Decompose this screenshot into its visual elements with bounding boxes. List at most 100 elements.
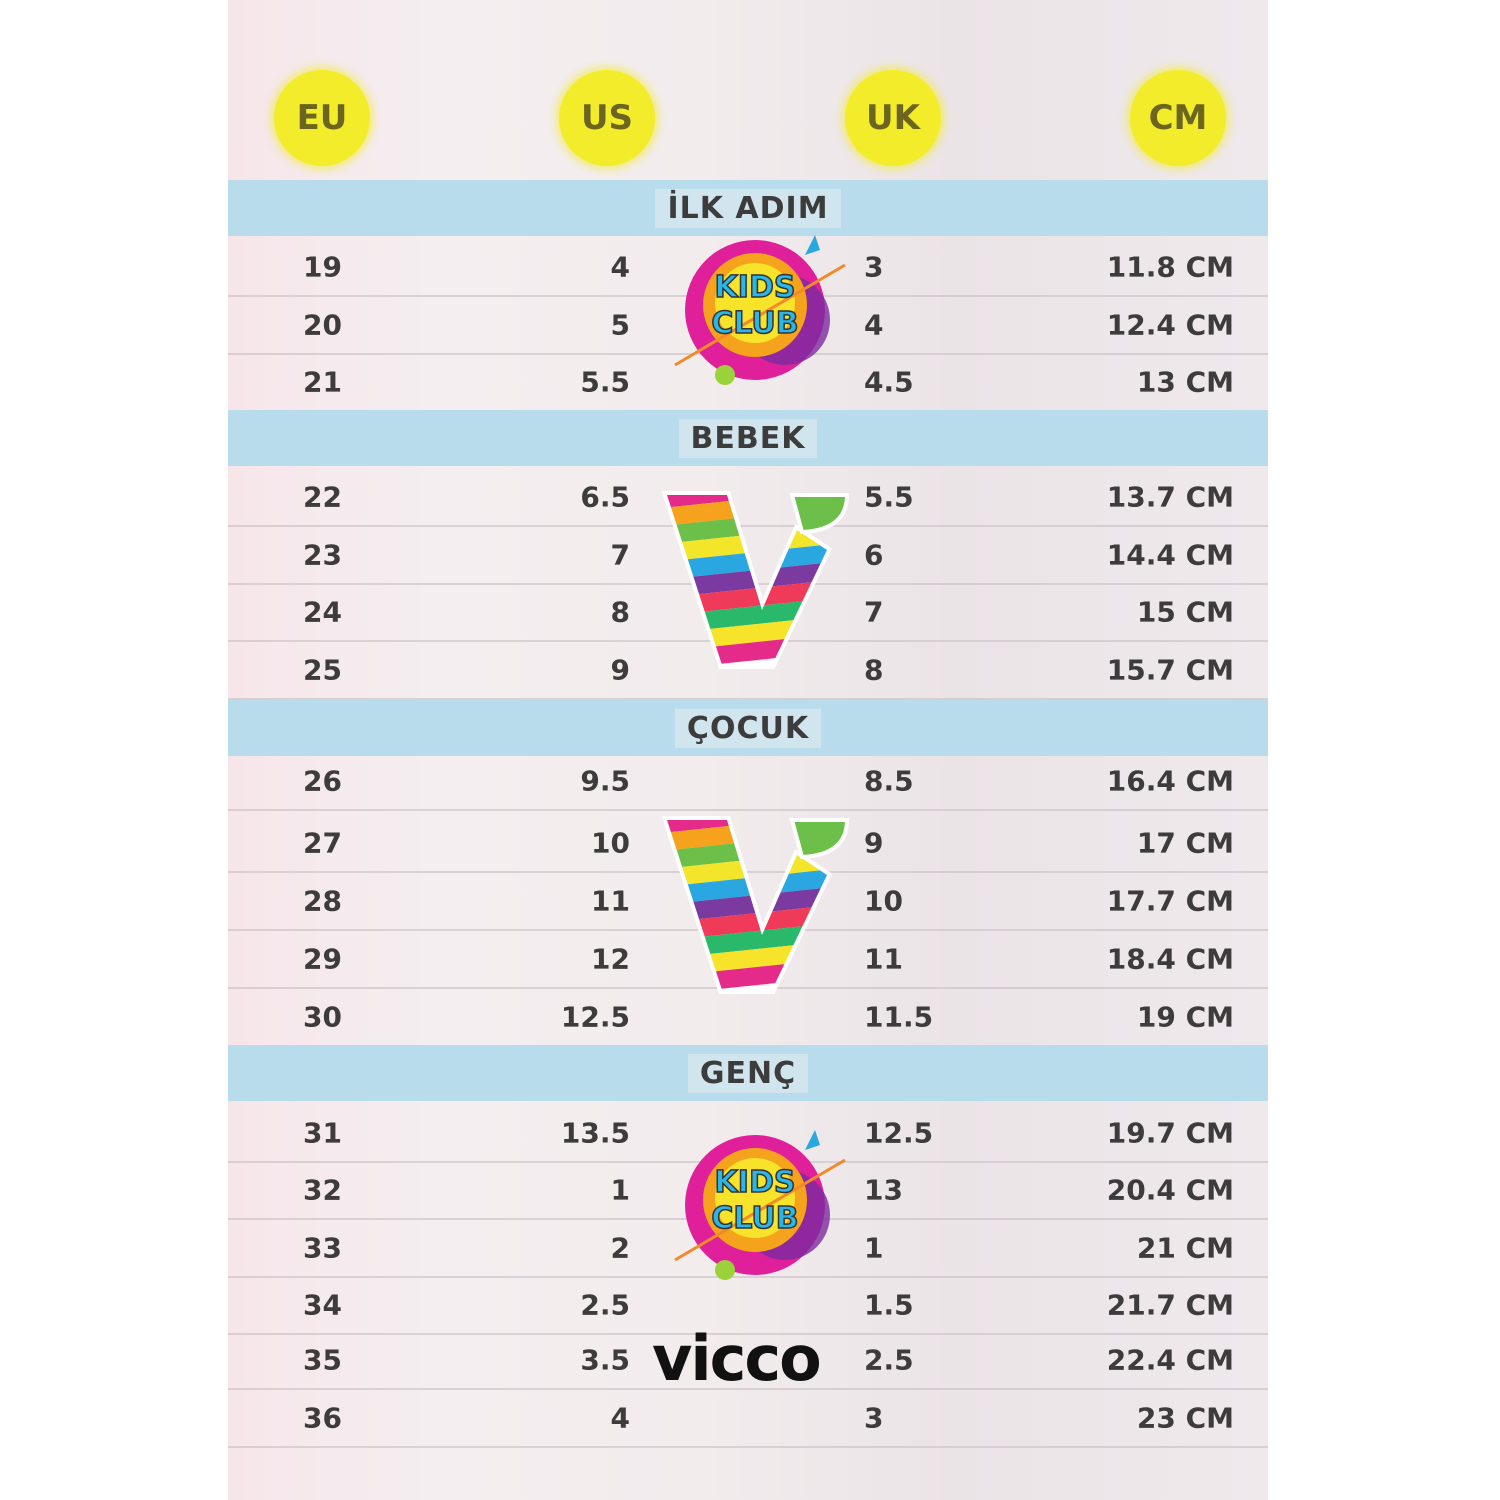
cell-cm: 15.7 CM bbox=[1106, 653, 1234, 687]
cell-us: 9.5 bbox=[580, 764, 630, 798]
cell-uk: 4.5 bbox=[864, 365, 914, 399]
cell-eu: 24 bbox=[303, 595, 342, 629]
cell-eu: 34 bbox=[303, 1288, 342, 1322]
cell-eu: 23 bbox=[303, 538, 342, 572]
cell-uk: 11.5 bbox=[864, 1000, 934, 1034]
cell-cm: 11.8 CM bbox=[1106, 250, 1234, 284]
cell-uk: 6 bbox=[864, 538, 884, 572]
v-rainbow-logo bbox=[661, 815, 852, 999]
cell-us: 4 bbox=[610, 250, 630, 284]
section-title: ÇOCUK bbox=[674, 708, 822, 748]
section-title: GENÇ bbox=[687, 1053, 809, 1093]
kids-club-logo: KIDS CLUB bbox=[655, 1120, 855, 1294]
header-us: US bbox=[559, 70, 655, 166]
cell-uk: 2.5 bbox=[864, 1343, 914, 1377]
cell-uk: 4 bbox=[864, 308, 884, 342]
cell-us: 2 bbox=[610, 1231, 630, 1265]
table-row: 35 3.5 2.5 22.4 CM bbox=[228, 1332, 1268, 1390]
cell-cm: 16.4 CM bbox=[1106, 764, 1234, 798]
cell-us: 12 bbox=[591, 942, 630, 976]
kids-club-logo: KIDS CLUB bbox=[655, 225, 855, 399]
cell-us: 5.5 bbox=[580, 365, 630, 399]
cell-us: 1 bbox=[610, 1173, 630, 1207]
cell-uk: 11 bbox=[864, 942, 903, 976]
section-band: GENÇ bbox=[228, 1045, 1268, 1101]
cell-cm: 17.7 CM bbox=[1106, 884, 1234, 918]
cell-cm: 21.7 CM bbox=[1106, 1288, 1234, 1322]
cell-uk: 3 bbox=[864, 250, 884, 284]
table-row: 36 4 3 23 CM bbox=[228, 1390, 1268, 1448]
svg-text:CLUB: CLUB bbox=[711, 306, 798, 341]
cell-eu: 19 bbox=[303, 250, 342, 284]
cell-eu: 29 bbox=[303, 942, 342, 976]
table-row: 33 2 1 21 CM bbox=[228, 1220, 1268, 1278]
cell-cm: 19 CM bbox=[1136, 1000, 1234, 1034]
header-uk: UK bbox=[845, 70, 941, 166]
v-rainbow-logo bbox=[661, 490, 852, 674]
cell-us: 9 bbox=[610, 653, 630, 687]
cell-eu: 35 bbox=[303, 1343, 342, 1377]
cell-us: 5 bbox=[610, 308, 630, 342]
cell-eu: 21 bbox=[303, 365, 342, 399]
cell-cm: 14.4 CM bbox=[1106, 538, 1234, 572]
cell-eu: 22 bbox=[303, 480, 342, 514]
cell-uk: 1 bbox=[864, 1231, 884, 1265]
cell-uk: 5.5 bbox=[864, 480, 914, 514]
section-title: BEBEK bbox=[678, 418, 818, 458]
cell-uk: 3 bbox=[864, 1401, 884, 1435]
cell-cm: 13 CM bbox=[1136, 365, 1234, 399]
table-row: 22 6.5 5.5 13.7 CM bbox=[228, 469, 1268, 527]
cell-cm: 13.7 CM bbox=[1106, 480, 1234, 514]
cell-uk: 7 bbox=[864, 595, 884, 629]
svg-text:KIDS: KIDS bbox=[715, 270, 796, 305]
cell-eu: 26 bbox=[303, 764, 342, 798]
cell-uk: 1.5 bbox=[864, 1288, 914, 1322]
cell-eu: 25 bbox=[303, 653, 342, 687]
cell-us: 8 bbox=[610, 595, 630, 629]
table-row: 25 9 8 15.7 CM bbox=[228, 642, 1268, 700]
cell-cm: 15 CM bbox=[1136, 595, 1234, 629]
cell-cm: 21 CM bbox=[1136, 1231, 1234, 1265]
cell-cm: 22.4 CM bbox=[1106, 1343, 1234, 1377]
cell-uk: 9 bbox=[864, 826, 884, 860]
section-title: İLK ADIM bbox=[655, 188, 841, 228]
cell-us: 13.5 bbox=[560, 1116, 630, 1150]
cell-cm: 18.4 CM bbox=[1106, 942, 1234, 976]
cell-uk: 12.5 bbox=[864, 1116, 934, 1150]
cell-cm: 12.4 CM bbox=[1106, 308, 1234, 342]
cell-cm: 20.4 CM bbox=[1106, 1173, 1234, 1207]
cell-cm: 23 CM bbox=[1136, 1401, 1234, 1435]
section-band: İLK ADIM bbox=[228, 180, 1268, 236]
cell-uk: 13 bbox=[864, 1173, 903, 1207]
cell-us: 10 bbox=[591, 826, 630, 860]
cell-uk: 8 bbox=[864, 653, 884, 687]
section-band: BEBEK bbox=[228, 410, 1268, 466]
cell-eu: 30 bbox=[303, 1000, 342, 1034]
table-row: 27 10 9 17 CM bbox=[228, 815, 1268, 873]
svg-text:CLUB: CLUB bbox=[711, 1201, 798, 1236]
vicco-logo: vicco bbox=[652, 1322, 822, 1395]
table-row: 26 9.5 8.5 16.4 CM bbox=[228, 753, 1268, 811]
cell-uk: 8.5 bbox=[864, 764, 914, 798]
cell-cm: 19.7 CM bbox=[1106, 1116, 1234, 1150]
header-cm: CM bbox=[1130, 70, 1226, 166]
cell-us: 2.5 bbox=[580, 1288, 630, 1322]
cell-us: 11 bbox=[591, 884, 630, 918]
cell-eu: 32 bbox=[303, 1173, 342, 1207]
cell-eu: 33 bbox=[303, 1231, 342, 1265]
cell-cm: 17 CM bbox=[1136, 826, 1234, 860]
cell-eu: 28 bbox=[303, 884, 342, 918]
cell-eu: 31 bbox=[303, 1116, 342, 1150]
cell-us: 4 bbox=[610, 1401, 630, 1435]
cell-eu: 27 bbox=[303, 826, 342, 860]
cell-uk: 10 bbox=[864, 884, 903, 918]
cell-us: 3.5 bbox=[580, 1343, 630, 1377]
table-row: 34 2.5 1.5 21.7 CM bbox=[228, 1277, 1268, 1335]
cell-us: 6.5 bbox=[580, 480, 630, 514]
cell-eu: 36 bbox=[303, 1401, 342, 1435]
cell-us: 12.5 bbox=[560, 1000, 630, 1034]
cell-us: 7 bbox=[610, 538, 630, 572]
cell-eu: 20 bbox=[303, 308, 342, 342]
section-band: ÇOCUK bbox=[228, 700, 1268, 756]
svg-text:KIDS: KIDS bbox=[715, 1165, 796, 1200]
